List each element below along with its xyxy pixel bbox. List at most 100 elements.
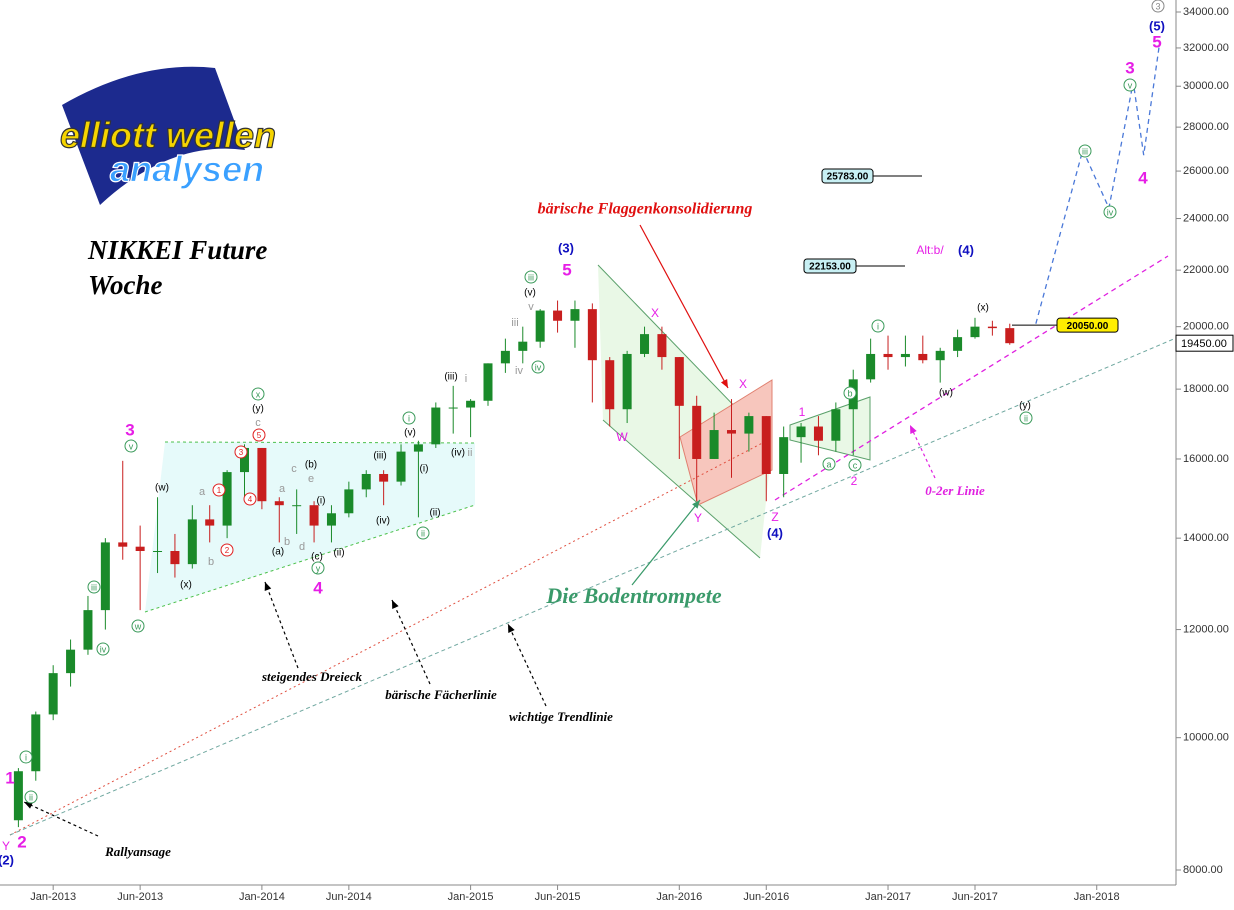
wave-circle xyxy=(220,543,234,557)
wave-label: 4 xyxy=(313,578,323,597)
candle-body xyxy=(587,309,597,361)
wave-circle xyxy=(1151,0,1165,13)
candle-body xyxy=(326,513,336,526)
wave-label: v xyxy=(528,301,534,313)
candle-body xyxy=(744,416,754,434)
wave-label: 1 xyxy=(5,768,14,787)
x-tick-label: Jan-2014 xyxy=(239,891,285,903)
wave-label: (iv) xyxy=(451,448,465,459)
wave-label: y xyxy=(316,563,321,573)
arrow-head xyxy=(508,624,515,633)
candle-body xyxy=(866,353,876,380)
wave-label: (ii) xyxy=(429,508,440,519)
arrow-head xyxy=(24,802,33,809)
note: steigendes Dreieck xyxy=(261,669,363,684)
candle-body xyxy=(883,353,893,358)
level-label: 25783.00 xyxy=(827,172,869,183)
wave-label: X xyxy=(651,306,659,320)
wave-label: Z xyxy=(771,510,778,524)
wave-label: 2 xyxy=(225,546,230,555)
wave-label: (v) xyxy=(524,288,536,299)
y-tick-label: 28000.00 xyxy=(1183,121,1229,133)
wave-label: (w) xyxy=(939,388,953,399)
candle-body xyxy=(274,501,284,506)
candle-body xyxy=(605,360,615,410)
wave-circle xyxy=(1019,411,1033,425)
wave-label: 5 xyxy=(562,260,571,279)
x-tick-label: Jun-2013 xyxy=(117,891,163,903)
wave-label: (5) xyxy=(1149,18,1165,33)
wave-circle xyxy=(251,387,265,401)
y-tick-label: 32000.00 xyxy=(1183,42,1229,54)
wave-circle xyxy=(131,619,145,633)
wave-circle xyxy=(252,428,266,442)
y-tick-label: 8000.00 xyxy=(1183,864,1223,876)
wave-circle xyxy=(212,483,226,497)
candle-body xyxy=(13,771,23,821)
y-tick-label: 22000.00 xyxy=(1183,264,1229,276)
level-label: 20050.00 xyxy=(1067,321,1109,332)
candle-body xyxy=(970,326,980,338)
candle-body xyxy=(448,407,458,409)
x-tick-label: Jan-2017 xyxy=(865,891,911,903)
candle-body xyxy=(796,426,806,438)
note: bärische Fächerlinie xyxy=(385,687,497,702)
arrow-head xyxy=(720,379,728,388)
x-tick-label: Jan-2018 xyxy=(1074,891,1120,903)
wave-label: i xyxy=(408,413,410,423)
candle-body xyxy=(48,673,58,715)
candle-body xyxy=(640,334,650,354)
candle-body xyxy=(570,309,580,321)
candle-body xyxy=(779,437,789,474)
candle-body xyxy=(953,337,963,351)
x-tick-label: Jan-2016 xyxy=(656,891,702,903)
wave-circle xyxy=(19,750,33,764)
wave-label: v xyxy=(1128,80,1133,90)
wave-label: (iv) xyxy=(376,516,390,527)
wave-circle xyxy=(234,445,248,459)
wave-label: c xyxy=(291,463,297,475)
wave-label: ii xyxy=(1024,413,1028,423)
wave-label: (v) xyxy=(404,428,416,439)
candle-body xyxy=(935,350,945,361)
wave-label: 3 xyxy=(1155,1,1160,11)
y-tick-label: 26000.00 xyxy=(1183,165,1229,177)
wave-label: 1 xyxy=(217,486,222,495)
wave-label: Y xyxy=(694,511,702,525)
wave-label: 2 xyxy=(17,832,26,851)
candle-body xyxy=(709,430,719,459)
wave-label: c xyxy=(853,460,858,470)
candle-body xyxy=(66,649,76,674)
wave-label: (a) xyxy=(272,547,284,558)
projection-line xyxy=(1035,44,1160,324)
candle-body xyxy=(657,334,667,358)
wave-label: (w) xyxy=(155,483,169,494)
candle-body xyxy=(726,430,736,434)
candle-body xyxy=(344,489,354,514)
wave-label: 3 xyxy=(1125,58,1134,77)
candle-body xyxy=(431,407,441,445)
candle-body xyxy=(100,542,110,611)
arrow-head xyxy=(392,600,399,609)
wave-label: 2 xyxy=(851,474,858,488)
wave-circle xyxy=(96,642,110,656)
x-tick-label: Jun-2015 xyxy=(535,891,581,903)
wave-label: (4) xyxy=(767,525,783,540)
candle-body xyxy=(153,551,163,553)
wave-label: (iii) xyxy=(373,451,386,462)
candle-body xyxy=(518,341,528,351)
last-price-box xyxy=(1175,334,1234,352)
candle-body xyxy=(292,505,302,507)
wave-circle xyxy=(124,439,138,453)
wave-label: (y) xyxy=(1019,401,1031,412)
candle-body xyxy=(379,473,389,482)
candle-body xyxy=(500,350,510,364)
arrow-line xyxy=(639,224,729,389)
wave-label: 5 xyxy=(257,431,262,440)
triangle-top xyxy=(164,441,476,444)
candle-body xyxy=(257,447,267,502)
wave-label: 5 xyxy=(1152,32,1161,51)
x-tick-label: Jan-2015 xyxy=(448,891,494,903)
wave-label: (4) xyxy=(958,242,974,257)
